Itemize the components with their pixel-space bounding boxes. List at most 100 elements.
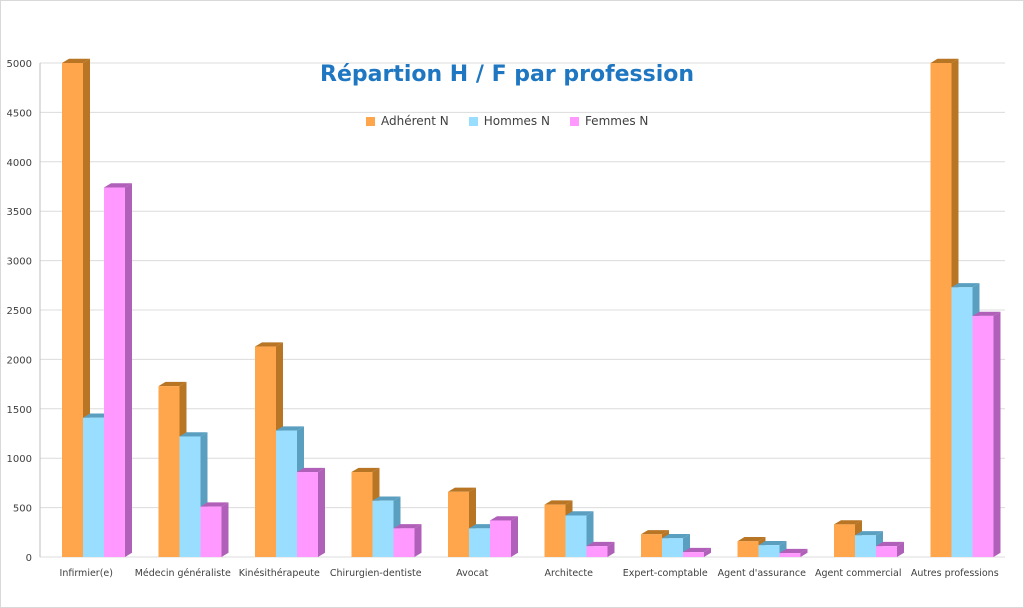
- x-tick-label: Avocat: [456, 568, 488, 579]
- bar: [372, 500, 394, 557]
- bar: [683, 552, 704, 557]
- bar-top: [544, 500, 573, 505]
- x-tick-label: Kinésithérapeute: [239, 568, 320, 579]
- bar: [255, 346, 276, 557]
- y-tick-label: 5000: [7, 59, 32, 70]
- y-tick-label: 2000: [7, 355, 32, 366]
- bar: [62, 63, 83, 557]
- bar: [779, 553, 801, 557]
- bar-top: [565, 511, 594, 516]
- bar: [179, 436, 201, 557]
- bar: [200, 506, 222, 557]
- bar-top: [255, 342, 283, 347]
- legend-label-hommes: Hommes N: [483, 114, 550, 128]
- bar-side: [993, 311, 1001, 557]
- y-tick-label: 1500: [7, 405, 32, 416]
- bar: [930, 63, 952, 557]
- y-tick-label: 1000: [7, 454, 32, 465]
- bar-top: [876, 541, 904, 547]
- bar-top: [855, 531, 883, 536]
- bar-side: [221, 502, 229, 557]
- bar-top: [737, 536, 766, 542]
- bar: [104, 187, 125, 557]
- bar: [855, 535, 876, 557]
- legend-swatch-adherent: [366, 116, 375, 126]
- bar-top: [779, 548, 808, 554]
- bar: [951, 287, 973, 557]
- bar-side: [318, 467, 325, 557]
- bar-top: [662, 534, 690, 539]
- legend-label-femmes: Femmes N: [584, 114, 649, 128]
- bar-top: [297, 467, 325, 473]
- bar-top: [586, 541, 615, 547]
- y-tick-label: 3000: [7, 257, 32, 268]
- bar: [83, 417, 104, 557]
- x-tick-label: Agent d'assurance: [718, 568, 806, 579]
- bar: [544, 504, 566, 557]
- bar-top: [683, 547, 711, 553]
- bar-top: [758, 540, 787, 546]
- bar: [876, 546, 897, 557]
- bar: [662, 538, 683, 557]
- bar-side: [125, 183, 132, 557]
- bar: [490, 520, 511, 557]
- bar-side: [414, 524, 422, 557]
- chart-legend: Adhérent N Hommes N Femmes N: [366, 114, 648, 128]
- y-tick-label: 500: [13, 504, 32, 515]
- x-tick-label: Chirurgien-dentiste: [330, 568, 422, 579]
- chart-title: Répartion H / F par profession: [320, 62, 695, 87]
- legend-label-adherent: Adhérent N: [381, 114, 449, 128]
- bar: [276, 430, 297, 557]
- bar: [737, 541, 759, 557]
- bar-top: [951, 283, 980, 288]
- bar-side: [607, 541, 615, 557]
- x-tick-label: Infirmier(e): [60, 568, 113, 579]
- x-tick-label: Expert-comptable: [623, 568, 708, 579]
- bar-top: [158, 381, 187, 387]
- legend-item-femmes: Femmes N: [569, 114, 649, 128]
- bar-top: [834, 520, 862, 525]
- bar-side: [511, 516, 518, 557]
- bar-top: [179, 432, 208, 437]
- bar-top: [276, 426, 304, 431]
- bar: [565, 515, 587, 557]
- bar: [469, 528, 490, 557]
- bar: [641, 534, 662, 557]
- y-tick-label: 4000: [7, 158, 32, 169]
- bar: [448, 491, 469, 557]
- bar-side: [704, 547, 711, 557]
- legend-item-hommes: Hommes N: [468, 114, 550, 128]
- legend-swatch-hommes: [468, 116, 478, 126]
- bar: [351, 472, 373, 557]
- y-tick-label: 3500: [7, 207, 32, 218]
- x-tick-label: Agent commercial: [815, 568, 902, 579]
- bar-top: [448, 487, 476, 492]
- x-tick-label: Architecte: [545, 568, 594, 579]
- bar-top: [930, 58, 959, 63]
- bar-top: [490, 516, 518, 521]
- bar: [158, 386, 180, 557]
- y-tick-label: 4500: [7, 108, 32, 119]
- bar: [834, 524, 855, 557]
- bar-side: [800, 548, 808, 557]
- y-tick-label: 2500: [7, 306, 32, 317]
- bar-side: [897, 541, 904, 557]
- x-tick-label: Médecin généraliste: [135, 568, 231, 579]
- bar-top: [62, 58, 90, 63]
- x-tick-label: Autres professions: [911, 568, 999, 579]
- bar: [758, 545, 780, 557]
- bar-top: [641, 530, 669, 535]
- bar: [586, 546, 608, 557]
- bar-top: [372, 496, 401, 501]
- bar-top: [104, 183, 132, 188]
- bar-top: [200, 502, 229, 507]
- legend-item-adherent: Adhérent N: [366, 114, 449, 128]
- bar: [297, 472, 318, 557]
- bar: [972, 315, 994, 557]
- bar-top: [972, 311, 1001, 316]
- bar-top: [351, 467, 380, 473]
- bar: [393, 528, 415, 557]
- legend-swatch-femmes: [569, 116, 579, 126]
- y-tick-label: 0: [26, 553, 32, 564]
